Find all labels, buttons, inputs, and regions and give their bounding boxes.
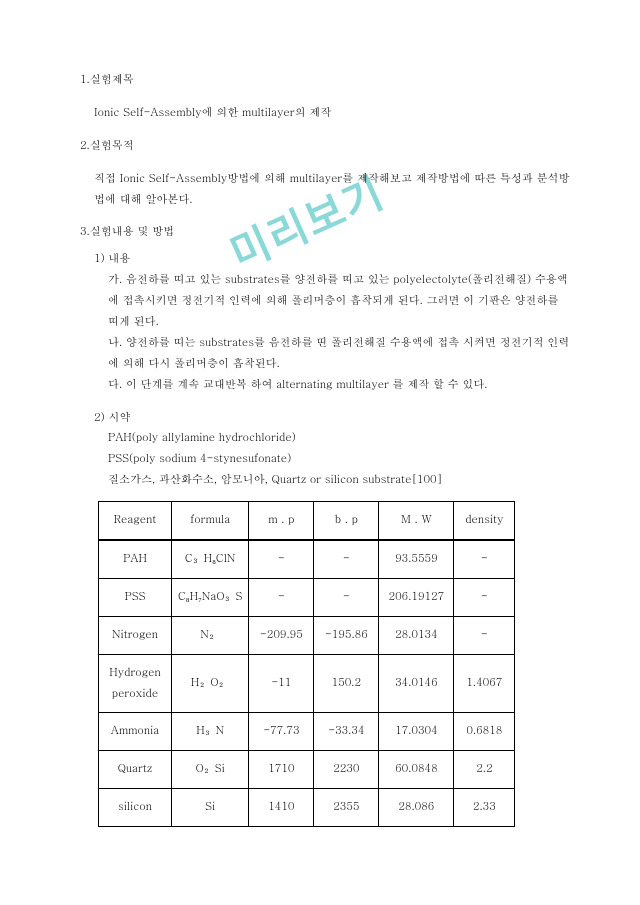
table-cell: - xyxy=(249,540,314,578)
section-3-1-item-ga: 가. 음전하를 띠고 있는 substrates를 양전하를 띠고 있는 pol… xyxy=(108,270,570,333)
table-cell: silicon xyxy=(99,789,172,827)
table-cell: 60.0848 xyxy=(379,751,454,789)
section-1-heading: 1.실험제목 xyxy=(80,70,570,91)
table-header-cell: Reagent xyxy=(99,502,172,540)
table-cell: - xyxy=(454,540,515,578)
table-body: PAH C₃H₈ClN - - 93.5559 - PSS C₈H₇NaO₃S … xyxy=(99,540,515,827)
reagent-other-line: 질소가스, 과산화수소, 암모니아, Quartz or silicon sub… xyxy=(108,470,570,491)
table-cell: - xyxy=(454,616,515,654)
table-row: PSS C₈H₇NaO₃S - - 206.19127 - xyxy=(99,578,515,616)
table-cell: 2230 xyxy=(314,751,379,789)
table-header-row: Reagent formula m . p b . p M . W densit… xyxy=(99,502,515,540)
table-cell: Quartz xyxy=(99,751,172,789)
section-2-heading: 2.실험목적 xyxy=(80,136,570,157)
table-cell: Si xyxy=(172,789,249,827)
table-cell: 2355 xyxy=(314,789,379,827)
table-cell: - xyxy=(314,578,379,616)
section-3-heading: 3.실험내용 및 방법 xyxy=(80,222,570,243)
table-cell: H₃N xyxy=(172,713,249,751)
section-3-1-item-na: 나. 양전하를 띠는 substrates를 음전하를 띤 폴리전해질 수용액에… xyxy=(108,333,570,375)
table-header-cell: density xyxy=(454,502,515,540)
table-header-cell: M . W xyxy=(379,502,454,540)
table-cell: - xyxy=(249,578,314,616)
table-cell: PSS xyxy=(99,578,172,616)
section-3-1-item-da: 다. 이 단계를 계속 교대반복 하여 alternating multilay… xyxy=(108,375,570,396)
table-cell: 34.0146 xyxy=(379,654,454,713)
table-row: PAH C₃H₈ClN - - 93.5559 - xyxy=(99,540,515,578)
table-row: Quartz O₂Si 1710 2230 60.0848 2.2 xyxy=(99,751,515,789)
table-row: Hydrogen peroxide H₂O₂ -11 150.2 34.0146… xyxy=(99,654,515,713)
section-2-body: 직접 Ionic Self-Assembly방법에 의해 multilayer를… xyxy=(94,169,570,211)
table-cell: - xyxy=(314,540,379,578)
table-cell: 150.2 xyxy=(314,654,379,713)
table-cell: 1710 xyxy=(249,751,314,789)
table-cell: 93.5559 xyxy=(379,540,454,578)
table-header-cell: m . p xyxy=(249,502,314,540)
table-cell: 2.2 xyxy=(454,751,515,789)
table-cell: 17.0304 xyxy=(379,713,454,751)
table-cell: C₃H₈ClN xyxy=(172,540,249,578)
table-cell: -33.34 xyxy=(314,713,379,751)
table-cell: Nitrogen xyxy=(99,616,172,654)
table-header-cell: formula xyxy=(172,502,249,540)
table-header-cell: b . p xyxy=(314,502,379,540)
reagent-table: Reagent formula m . p b . p M . W densit… xyxy=(98,501,515,827)
table-cell: - xyxy=(454,578,515,616)
table-cell: -77.73 xyxy=(249,713,314,751)
table-cell: 28.086 xyxy=(379,789,454,827)
table-cell: 206.19127 xyxy=(379,578,454,616)
table-cell: -195.86 xyxy=(314,616,379,654)
table-cell: 1.4067 xyxy=(454,654,515,713)
section-3-1-label: 1) 내용 xyxy=(94,249,570,270)
reagent-pah-line: PAH(poly allylamine hydrochloride) xyxy=(108,428,570,449)
reagent-table-wrap: Reagent formula m . p b . p M . W densit… xyxy=(98,501,570,827)
table-cell: PAH xyxy=(99,540,172,578)
section-1-body: Ionic Self-Assembly에 의한 multilayer의 제작 xyxy=(94,103,570,124)
table-row: silicon Si 1410 2355 28.086 2.33 xyxy=(99,789,515,827)
table-cell: 2.33 xyxy=(454,789,515,827)
table-cell: H₂O₂ xyxy=(172,654,249,713)
document-page: 1.실험제목 Ionic Self-Assembly에 의한 multilaye… xyxy=(0,0,640,867)
table-cell: -11 xyxy=(249,654,314,713)
table-cell: 28.0134 xyxy=(379,616,454,654)
table-cell: 0.6818 xyxy=(454,713,515,751)
table-cell: -209.95 xyxy=(249,616,314,654)
table-cell: O₂Si xyxy=(172,751,249,789)
reagent-pss-line: PSS(poly sodium 4-stynesufonate) xyxy=(108,449,570,470)
table-cell: 1410 xyxy=(249,789,314,827)
section-3-2-label: 2) 시약 xyxy=(94,408,570,429)
table-cell: N₂ xyxy=(172,616,249,654)
table-cell: Hydrogen peroxide xyxy=(99,654,172,713)
table-cell: C₈H₇NaO₃S xyxy=(172,578,249,616)
table-row: Nitrogen N₂ -209.95 -195.86 28.0134 - xyxy=(99,616,515,654)
table-cell: Ammonia xyxy=(99,713,172,751)
table-row: Ammonia H₃N -77.73 -33.34 17.0304 0.6818 xyxy=(99,713,515,751)
